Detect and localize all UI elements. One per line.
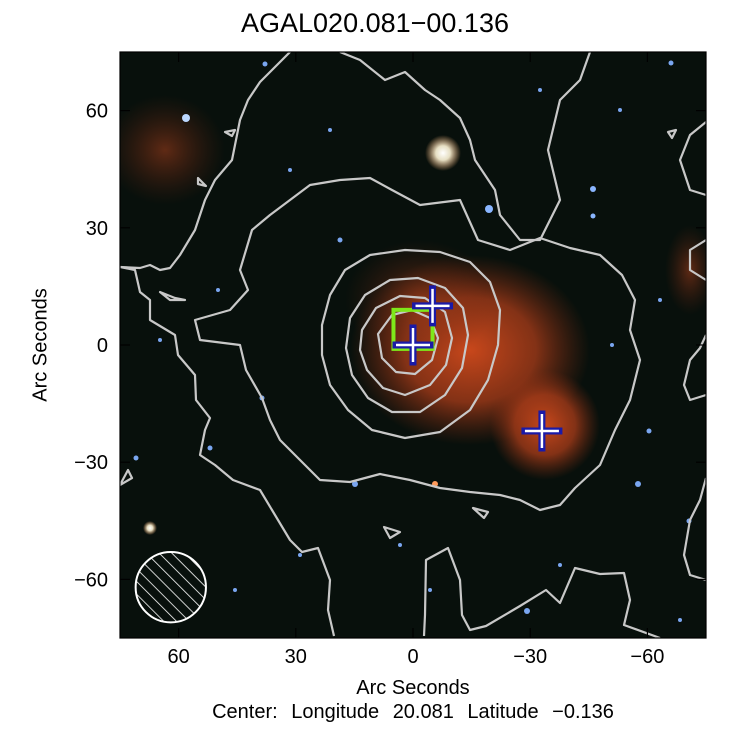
beam-size-circle xyxy=(134,551,207,624)
star xyxy=(646,428,652,434)
star xyxy=(143,521,157,535)
y-tick-label: 60 xyxy=(86,101,108,123)
contour-island xyxy=(666,128,678,140)
star xyxy=(678,618,682,622)
source-markers xyxy=(391,285,563,452)
axis-ticks: 60 30 0 −30 −60 60 30 0 −30 −60 xyxy=(74,52,706,668)
star xyxy=(182,114,190,122)
contour-island xyxy=(158,290,187,302)
contour-island xyxy=(223,128,237,138)
y-tick-label: −60 xyxy=(74,569,108,591)
star xyxy=(590,213,596,219)
source-cross-marker xyxy=(521,410,563,452)
longitude-value: 20.081 xyxy=(392,701,454,723)
contour-island xyxy=(471,506,490,520)
latitude-label: Latitude xyxy=(467,701,539,723)
longitude-label: Longitude xyxy=(291,701,380,723)
star xyxy=(337,237,343,243)
center-prefix: Center: xyxy=(212,701,278,723)
bright-star xyxy=(425,135,461,171)
x-tick-label: −30 xyxy=(513,646,547,668)
star xyxy=(558,563,562,567)
star xyxy=(538,88,542,92)
star xyxy=(216,288,220,292)
y-tick-label: 30 xyxy=(86,218,108,240)
contour-lines xyxy=(120,52,706,638)
source-cross-marker xyxy=(412,285,454,327)
contour-level-1 xyxy=(120,52,706,638)
star xyxy=(618,108,622,112)
x-axis-label: Arc Seconds xyxy=(356,677,470,699)
star xyxy=(233,588,237,592)
star xyxy=(668,60,674,66)
x-tick-label: −60 xyxy=(630,646,664,668)
contour-island xyxy=(120,468,134,487)
star xyxy=(158,338,162,342)
star xyxy=(328,128,332,132)
source-cross-marker xyxy=(392,324,434,366)
contour-island xyxy=(382,525,402,540)
star xyxy=(485,205,493,213)
contour-level-6 xyxy=(376,308,440,376)
star xyxy=(207,445,213,451)
center-coordinates: Center: Longitude 20.081 Latitude −0.136 xyxy=(120,701,706,724)
contour-level-5 xyxy=(358,294,454,397)
contour-level-4 xyxy=(344,276,470,414)
star xyxy=(288,168,292,172)
x-tick-label: 0 xyxy=(407,646,418,668)
contour-island xyxy=(196,176,208,188)
contour-level-2 xyxy=(193,176,642,512)
star xyxy=(133,455,139,461)
star xyxy=(428,588,432,592)
x-tick-label: 30 xyxy=(285,646,307,668)
y-tick-label: 0 xyxy=(97,335,108,357)
star xyxy=(610,343,614,347)
star xyxy=(635,481,641,487)
field-stars xyxy=(133,60,692,622)
image-area xyxy=(120,52,706,638)
star xyxy=(590,186,596,192)
star xyxy=(298,553,302,557)
star xyxy=(262,61,268,67)
star xyxy=(398,543,402,547)
nebula-emission-northeast xyxy=(120,95,225,205)
y-tick-label: −30 xyxy=(74,452,108,474)
plot-title: AGAL020.081−00.136 xyxy=(241,8,509,38)
contour-level-3 xyxy=(320,248,502,440)
star xyxy=(524,608,530,614)
star xyxy=(658,298,662,302)
nebula-emission-core xyxy=(345,240,495,360)
x-tick-label: 60 xyxy=(167,646,189,668)
star xyxy=(352,481,358,487)
latitude-value: −0.136 xyxy=(552,701,614,723)
